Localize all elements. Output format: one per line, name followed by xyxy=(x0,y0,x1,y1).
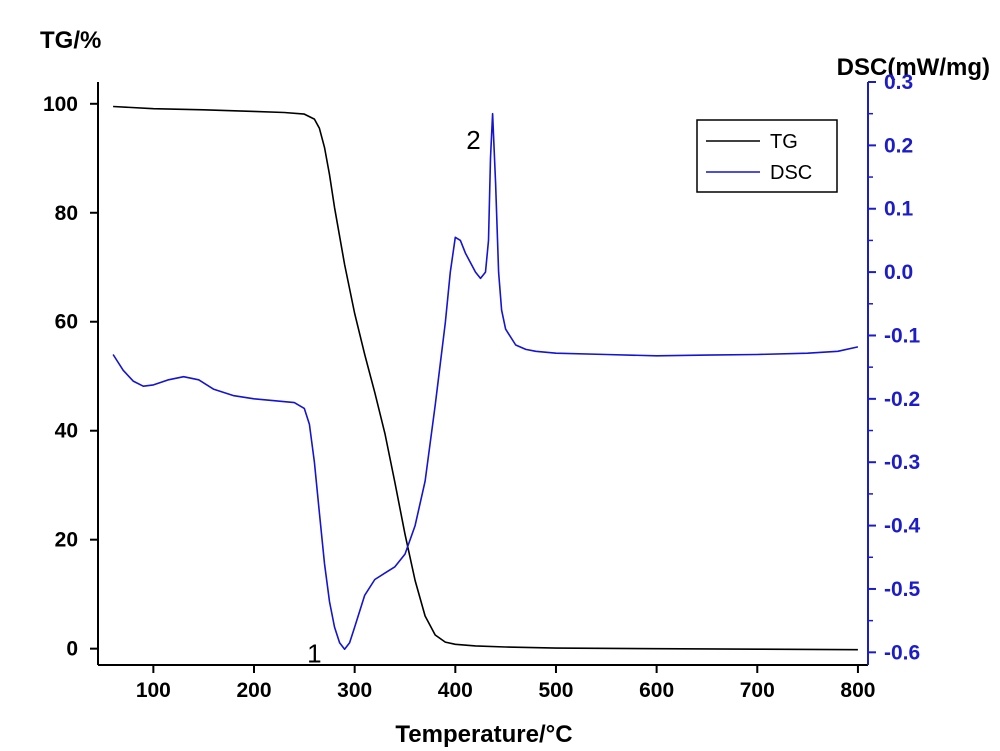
x-tick-label: 400 xyxy=(438,679,473,702)
y-left-tick-label: 60 xyxy=(55,311,78,334)
series-line-tg xyxy=(113,105,858,651)
x-tick-label: 500 xyxy=(538,679,573,702)
x-tick-label: 600 xyxy=(639,679,674,702)
legend: TG DSC xyxy=(696,119,838,193)
y-right-tick-label: 0.3 xyxy=(884,71,913,94)
y-right-tick-label: -0.1 xyxy=(884,324,921,347)
legend-dsc-label: DSC xyxy=(770,162,812,184)
y-left-tick-label: 0 xyxy=(66,638,78,661)
x-axis-title: Temperature/°C xyxy=(395,721,572,748)
annotation-label: 1 xyxy=(307,638,321,668)
series-line-dsc xyxy=(112,112,859,651)
y-left-tick-label: 20 xyxy=(55,529,78,552)
y-right-tick-label: -0.3 xyxy=(884,451,920,474)
y-right-tick-label: -0.2 xyxy=(884,388,920,411)
y-right-tick-label: 0.1 xyxy=(884,198,914,221)
y-right-tick-label: -0.4 xyxy=(884,515,921,538)
annotations: 12 xyxy=(307,125,481,668)
y-right-tick-label: 0.0 xyxy=(884,261,913,284)
x-axis-ticks: 100 200 300 400 500 600 700 800 xyxy=(136,665,875,702)
series-group xyxy=(112,105,859,651)
x-tick-label: 800 xyxy=(840,679,875,702)
y-right-axis-ticks: -0.6 -0.5 -0.4 -0.3 -0.2 -0.1 0.0 0.1 0.2 0.3 xyxy=(868,71,921,664)
y-right-tick-label: -0.6 xyxy=(884,641,920,664)
x-tick-label: 100 xyxy=(136,679,171,702)
legend-tg-label: TG xyxy=(770,131,798,153)
y-left-tick-label: 40 xyxy=(55,420,78,443)
annotation-label: 2 xyxy=(466,125,480,155)
legend-box xyxy=(696,119,838,193)
x-tick-label: 300 xyxy=(337,679,372,702)
y-left-axis-title: TG/% xyxy=(40,27,101,54)
x-tick-label: 700 xyxy=(740,679,775,702)
x-tick-label: 200 xyxy=(236,679,271,702)
y-left-tick-label: 100 xyxy=(43,93,78,116)
y-right-tick-label: 0.2 xyxy=(884,134,913,157)
y-left-tick-label: 80 xyxy=(55,202,78,225)
y-right-tick-label: -0.5 xyxy=(884,578,921,601)
y-right-axis-title: DSC(mW/mg) xyxy=(837,54,990,81)
y-left-axis-ticks: 0 20 40 60 80 100 xyxy=(43,93,98,661)
